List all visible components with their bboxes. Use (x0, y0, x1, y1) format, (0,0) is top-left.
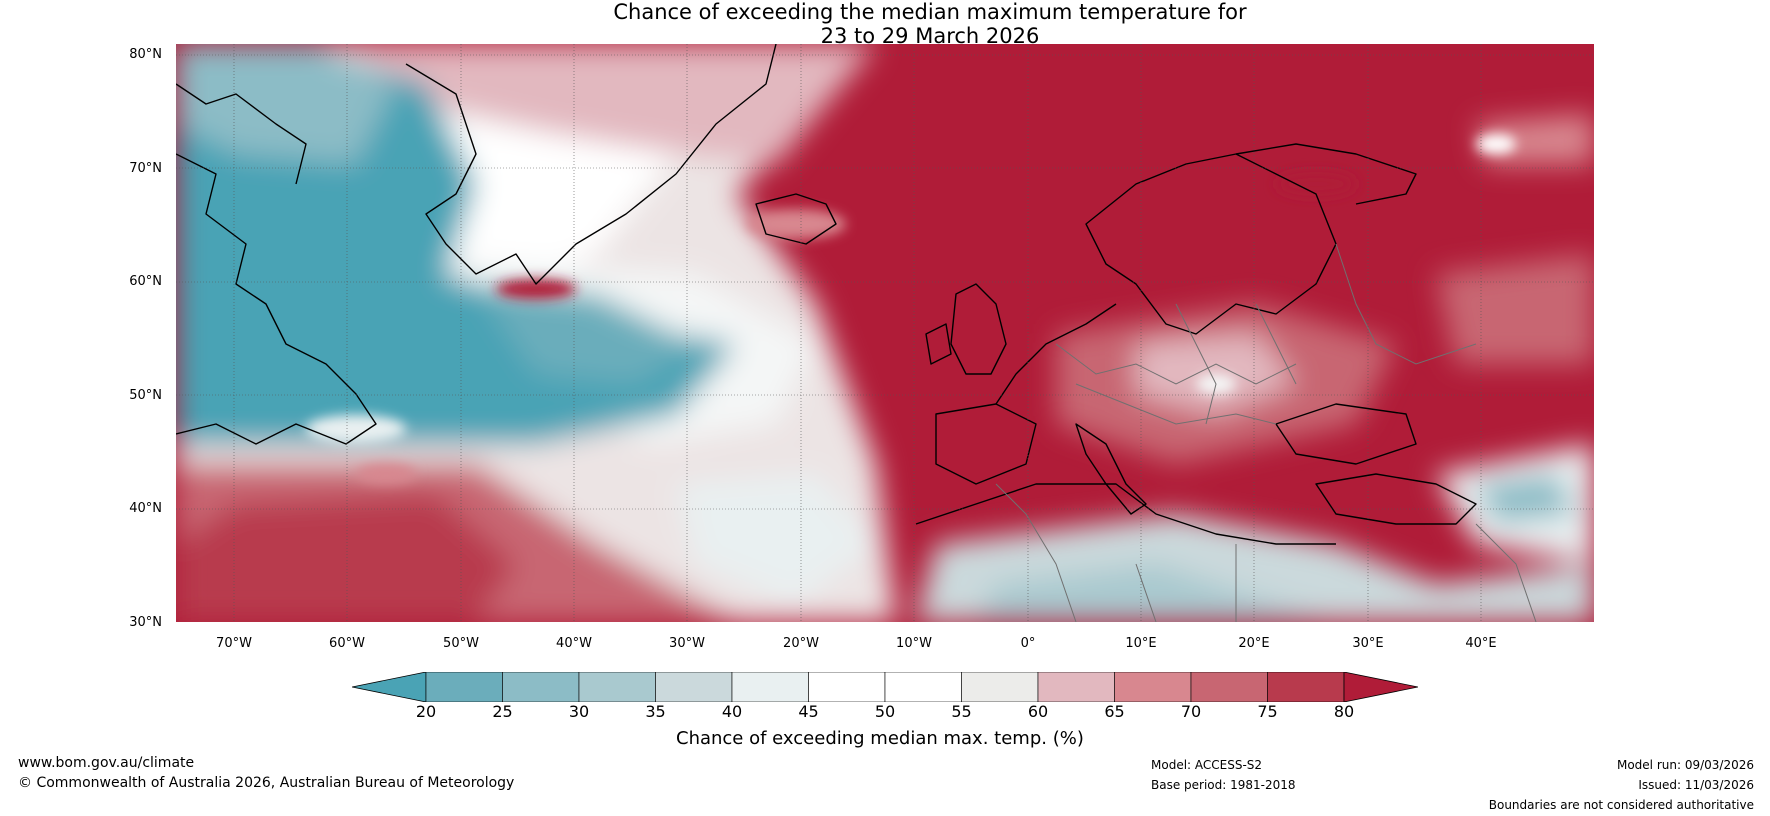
colorbar-tick-label: 50 (874, 702, 896, 721)
footer-disclaimer: Boundaries are not considered authoritat… (1488, 798, 1754, 812)
probability-field (176, 44, 1594, 622)
colorbar-tick-label: 75 (1257, 702, 1278, 721)
colorbar-segment (1190, 672, 1268, 702)
colorbar-segment (502, 672, 580, 702)
colorbar-tick-label: 55 (951, 702, 972, 721)
colorbar-segment (425, 672, 503, 702)
colorbar-tick-label: 60 (1027, 702, 1049, 721)
colorbar-tick-label: 20 (415, 702, 437, 721)
lat-label-80n: 80°N (129, 47, 162, 62)
colorbar-tick-label: 70 (1180, 702, 1202, 721)
lon-label-60w: 60°W (329, 636, 365, 651)
colorbar-segment (1267, 672, 1345, 702)
colorbar-tick-label: 40 (721, 702, 743, 721)
colorbar-segment (884, 672, 962, 702)
footer-website: www.bom.gov.au/climate (18, 755, 195, 771)
coastlines (176, 44, 1477, 545)
colorbar-tick-label: 45 (798, 702, 819, 721)
lat-label-40n: 40°N (129, 501, 162, 516)
colorbar-tick-label: 65 (1104, 702, 1125, 721)
colorbar-tick-label: 25 (492, 702, 513, 721)
lon-label-20w: 20°W (783, 636, 819, 651)
colorbar-segment (578, 672, 656, 702)
gridlines (176, 44, 1594, 622)
footer-issued: Issued: 11/03/2026 (1638, 778, 1754, 792)
lon-label-40e: 40°E (1465, 636, 1497, 651)
lon-label-0: 0° (1020, 636, 1036, 651)
colorbar-label: Chance of exceeding median max. temp. (%… (676, 728, 1084, 749)
colorbar-segment (808, 672, 886, 702)
lon-label-70w: 70°W (216, 636, 252, 651)
lon-label-30w: 30°W (669, 636, 705, 651)
lat-label-70n: 70°N (129, 161, 162, 176)
colorbar-segment (1114, 672, 1192, 702)
lon-label-50w: 50°W (443, 636, 479, 651)
colorbar (352, 672, 1418, 702)
lon-label-10w: 10°W (896, 636, 932, 651)
map-title: Chance of exceeding the median maximum t… (0, 0, 1770, 48)
colorbar-segment (961, 672, 1039, 702)
colorbar-extend-low (352, 672, 427, 702)
lat-label-60n: 60°N (129, 274, 162, 289)
colorbar-tick-label: 30 (568, 702, 590, 721)
colorbar-extend-high (1343, 672, 1418, 702)
lat-label-50n: 50°N (129, 388, 162, 403)
lon-label-20e: 20°E (1238, 636, 1270, 651)
lon-label-10e: 10°E (1125, 636, 1157, 651)
forecast-map (176, 44, 1594, 622)
colorbar-segment (731, 672, 809, 702)
footer-base-period: Base period: 1981-2018 (1151, 778, 1296, 792)
colorbar-segment (1037, 672, 1115, 702)
colorbar-tick-label: 80 (1333, 702, 1355, 721)
country-borders (995, 243, 1537, 622)
lon-label-30e: 30°E (1352, 636, 1384, 651)
lon-label-40w: 40°W (556, 636, 592, 651)
colorbar-tick-label: 35 (645, 702, 666, 721)
forecast-map-graphic (176, 44, 1594, 622)
footer-copyright: © Commonwealth of Australia 2026, Austra… (18, 775, 515, 791)
footer-model-run: Model run: 09/03/2026 (1616, 758, 1754, 772)
field-accents (306, 134, 1516, 484)
colorbar-segment (655, 672, 733, 702)
lat-label-30n: 30°N (129, 615, 162, 630)
title-line-1: Chance of exceeding the median maximum t… (613, 0, 1247, 24)
footer-model: Model: ACCESS-S2 (1151, 758, 1263, 772)
